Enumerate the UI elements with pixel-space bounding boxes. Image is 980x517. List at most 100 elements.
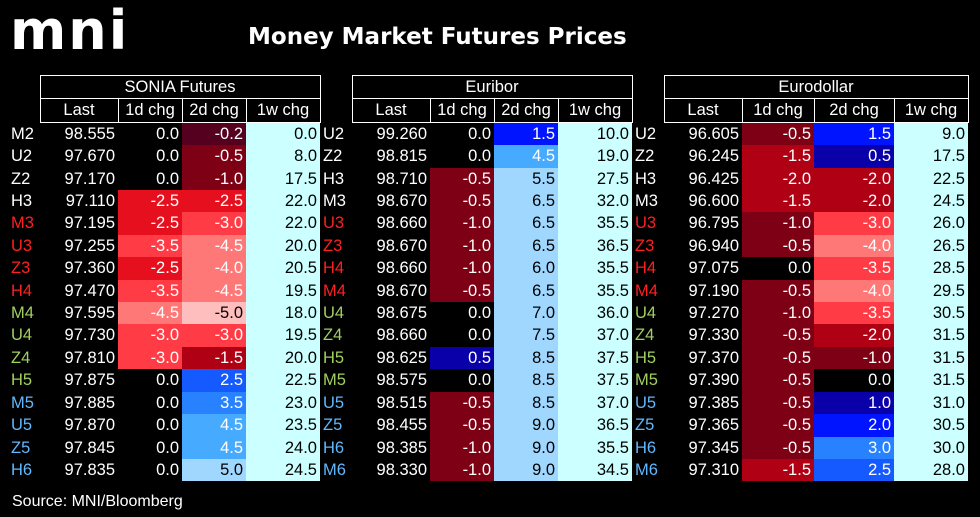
eurodollar-last-value: 97.390 xyxy=(688,371,739,390)
table-row: U3 97.255 -3.5 -4.5 20.0 Z3 98.670 -1.0 6.5 36.5 Z… xyxy=(8,234,968,258)
sonia-contract: Z2 xyxy=(11,169,31,188)
sonia-contract: Z5 xyxy=(11,438,31,457)
sonia-contract: M5 xyxy=(11,393,34,412)
eurodollar-last-value: 97.365 xyxy=(688,416,739,435)
euribor-contract: Z3 xyxy=(323,236,343,255)
euribor-1d-chg-value: 0.0 xyxy=(430,324,494,347)
eurodollar-2d-chg-value: -3.5 xyxy=(814,302,894,325)
eurodollar-1d-chg-value: -0.5 xyxy=(742,391,814,415)
eurodollar-contract: H5 xyxy=(635,348,657,367)
sonia-1w-chg-value: 23.5 xyxy=(246,414,320,437)
sonia-1w-chg-value: 23.0 xyxy=(246,391,320,415)
sonia-contract: U2 xyxy=(11,147,33,166)
mni-logo: mni xyxy=(10,0,130,62)
euribor-1w-chg-value: 37.5 xyxy=(558,369,632,392)
eurodollar-last-value: 97.075 xyxy=(688,259,739,278)
eurodollar-contract: H4 xyxy=(635,259,657,278)
eurodollar-2d-chg-value: 1.0 xyxy=(814,391,894,415)
eurodollar-last-value: 97.190 xyxy=(688,281,739,300)
group-header-euribor: Euribor xyxy=(351,74,633,100)
sonia-1d-chg-value: 0.0 xyxy=(118,458,182,482)
eurodollar-1d-chg-value: -1.5 xyxy=(742,145,814,168)
group-header-row: SONIA Futures Euribor Eurodollar xyxy=(8,74,969,100)
euribor-1w-chg-value: 35.5 xyxy=(558,257,632,280)
eurodollar-1d-chg-value: -0.5 xyxy=(742,234,814,258)
column-header-row: Last 1d chg 2d chg 1w chg Last 1d chg 2d… xyxy=(8,98,969,123)
euribor-contract: U4 xyxy=(323,304,345,323)
sonia-last-value: 97.170 xyxy=(64,169,115,188)
euribor-1d-chg-value: -1.0 xyxy=(430,436,494,459)
euribor-2d-chg-value: 6.5 xyxy=(494,279,558,303)
euribor-1d-chg-value: -0.5 xyxy=(430,391,494,415)
euribor-contract: U2 xyxy=(323,124,345,143)
euribor-2d-chg-value: 9.0 xyxy=(494,458,558,482)
sonia-last-value: 97.670 xyxy=(64,147,115,166)
eurodollar-contract: M4 xyxy=(635,281,658,300)
table-row: H4 97.470 -3.5 -4.5 19.5 M4 98.670 -0.5 6.5 35.5 M… xyxy=(8,279,968,303)
sonia-2d-chg-value: -4.5 xyxy=(182,234,246,258)
sonia-1d-chg-value: -2.5 xyxy=(118,190,182,213)
eurodollar-last-value: 97.310 xyxy=(688,460,739,479)
sonia-1d-chg-value: 0.0 xyxy=(118,414,182,437)
sonia-contract: Z4 xyxy=(11,348,31,367)
eurodollar-contract: U3 xyxy=(635,214,657,233)
euribor-1d-chg-value: -1.0 xyxy=(430,212,494,235)
sonia-contract: M2 xyxy=(11,124,34,143)
euribor-last-value: 98.660 xyxy=(376,214,427,233)
euribor-last-value: 98.625 xyxy=(376,348,427,367)
sonia-1w-chg-value: 20.0 xyxy=(246,234,320,258)
sonia-1d-chg-value: 0.0 xyxy=(118,369,182,392)
table-row: H3 97.110 -2.5 -2.5 22.0 M3 98.670 -0.5 6.5 32.0 M… xyxy=(8,190,968,213)
eurodollar-1d-chg-value: -0.5 xyxy=(742,122,814,146)
euribor-last-value: 98.455 xyxy=(376,416,427,435)
euribor-2d-chg-value: 7.5 xyxy=(494,324,558,347)
eurodollar-1d-chg-value: -0.5 xyxy=(742,346,814,370)
col-header-last: Last xyxy=(663,98,743,123)
euribor-1w-chg-value: 35.5 xyxy=(558,279,632,303)
euribor-1w-chg-value: 19.0 xyxy=(558,145,632,168)
table-row: Z2 97.170 0.0 -1.0 17.5 H3 98.710 -0.5 5.5 27.5 H3… xyxy=(8,167,968,191)
eurodollar-1w-chg-value: 28.5 xyxy=(894,257,968,280)
eurodollar-1d-chg-value: -2.0 xyxy=(742,167,814,191)
euribor-contract: H5 xyxy=(323,348,345,367)
euribor-1d-chg-value: 0.0 xyxy=(430,122,494,146)
euribor-1w-chg-value: 37.0 xyxy=(558,324,632,347)
euribor-contract: H4 xyxy=(323,259,345,278)
eurodollar-contract: U2 xyxy=(635,124,657,143)
eurodollar-1d-chg-value: -0.5 xyxy=(742,279,814,303)
euribor-1d-chg-value: -1.0 xyxy=(430,257,494,280)
eurodollar-2d-chg-value: 1.5 xyxy=(814,122,894,146)
eurodollar-contract: M5 xyxy=(635,371,658,390)
table-row: M5 97.885 0.0 3.5 23.0 U5 98.515 -0.5 8.5 37.0 U5 9… xyxy=(8,391,968,415)
sonia-2d-chg-value: -1.5 xyxy=(182,346,246,370)
eurodollar-2d-chg-value: -1.0 xyxy=(814,346,894,370)
euribor-2d-chg-value: 6.0 xyxy=(494,257,558,280)
sonia-1w-chg-value: 22.0 xyxy=(246,212,320,235)
eurodollar-1w-chg-value: 30.5 xyxy=(894,414,968,437)
sonia-2d-chg-value: 3.5 xyxy=(182,391,246,415)
euribor-1d-chg-value: -0.5 xyxy=(430,190,494,213)
sonia-1d-chg-value: -2.5 xyxy=(118,212,182,235)
euribor-2d-chg-value: 6.5 xyxy=(494,212,558,235)
eurodollar-1w-chg-value: 30.0 xyxy=(894,436,968,459)
eurodollar-last-value: 97.330 xyxy=(688,326,739,345)
col-header-1d-chg: 1d chg xyxy=(429,98,495,123)
sonia-1d-chg-value: 0.0 xyxy=(118,122,182,146)
euribor-1d-chg-value: -0.5 xyxy=(430,279,494,303)
sonia-1d-chg-value: -3.5 xyxy=(118,234,182,258)
eurodollar-last-value: 96.940 xyxy=(688,236,739,255)
sonia-contract: H6 xyxy=(11,460,33,479)
eurodollar-last-value: 97.385 xyxy=(688,393,739,412)
eurodollar-1w-chg-value: 29.5 xyxy=(894,279,968,303)
sonia-last-value: 97.470 xyxy=(64,281,115,300)
sonia-2d-chg-value: -2.5 xyxy=(182,190,246,213)
euribor-2d-chg-value: 7.0 xyxy=(494,302,558,325)
col-header-1w-chg: 1w chg xyxy=(557,98,633,123)
sonia-2d-chg-value: 4.5 xyxy=(182,414,246,437)
sonia-1w-chg-value: 8.0 xyxy=(246,145,320,168)
table-row: H5 97.875 0.0 2.5 22.5 M5 98.575 0.0 8.5 37.5 M5 97… xyxy=(8,369,968,392)
euribor-1w-chg-value: 34.5 xyxy=(558,458,632,482)
sonia-last-value: 97.835 xyxy=(64,460,115,479)
eurodollar-1w-chg-value: 31.0 xyxy=(894,391,968,415)
table-row: U5 97.870 0.0 4.5 23.5 Z5 98.455 -0.5 9.0 36.5 Z5 9… xyxy=(8,414,968,437)
